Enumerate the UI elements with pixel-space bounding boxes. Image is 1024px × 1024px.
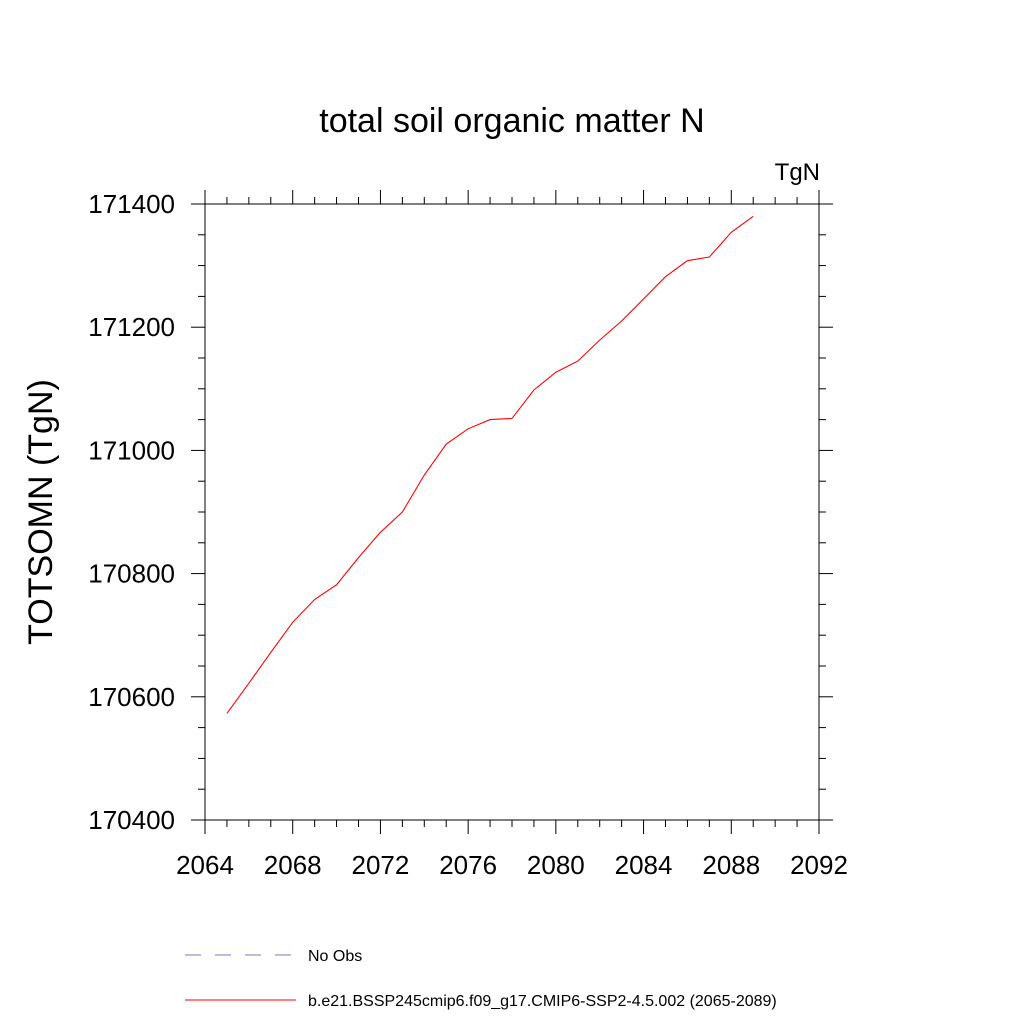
axis-tick-labels: 2064 2068 2072 2076 2080 2084 2088 2092 170400 17… <box>88 189 848 880</box>
y-tick-label: 171000 <box>88 435 175 465</box>
y-tick-label: 170800 <box>88 559 175 589</box>
chart-title: total soil organic matter N <box>319 102 705 140</box>
y-axis-label: TOTSOMN (TgN) <box>22 379 60 645</box>
x-tick-label: 2084 <box>615 850 673 880</box>
x-tick-label: 2068 <box>264 850 322 880</box>
x-tick-label: 2088 <box>702 850 760 880</box>
legend: No Obs b.e21.BSSP245cmip6.f09_g17.CMIP6-S… <box>185 948 777 1010</box>
x-tick-label: 2080 <box>527 850 585 880</box>
x-tick-label: 2076 <box>439 850 497 880</box>
y-tick-label: 170600 <box>88 682 175 712</box>
units-label: TgN <box>775 159 820 186</box>
y-tick-label: 171200 <box>88 312 175 342</box>
y-tick-label: 171400 <box>88 189 175 219</box>
x-tick-label: 2092 <box>790 850 848 880</box>
series-line <box>226 215 754 714</box>
legend-label: b.e21.BSSP245cmip6.f09_g17.CMIP6-SSP2-4.… <box>308 993 777 1010</box>
x-tick-label: 2064 <box>176 850 234 880</box>
axis-ticks <box>191 190 833 834</box>
y-tick-label: 170400 <box>88 805 175 835</box>
x-tick-label: 2072 <box>352 850 410 880</box>
series-lines <box>226 215 754 714</box>
legend-label: No Obs <box>308 948 362 965</box>
plot-frame <box>204 203 820 821</box>
